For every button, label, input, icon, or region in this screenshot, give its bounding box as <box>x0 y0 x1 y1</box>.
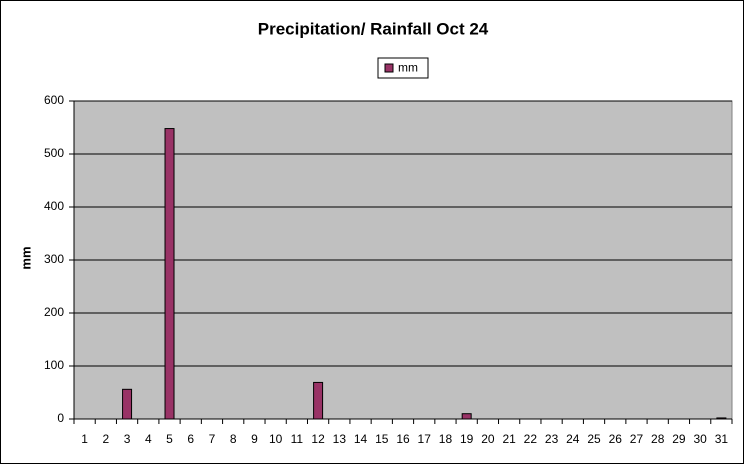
y-tick-label: 400 <box>44 199 64 213</box>
y-tick-label: 300 <box>44 252 64 266</box>
x-tick-label: 2 <box>102 432 109 446</box>
x-tick-label: 24 <box>566 432 580 446</box>
chart-title: Precipitation/ Rainfall Oct 24 <box>258 19 489 38</box>
legend-label: mm <box>398 61 418 75</box>
x-tick-label: 23 <box>545 432 559 446</box>
x-tick-label: 26 <box>609 432 623 446</box>
x-tick-label: 6 <box>187 432 194 446</box>
x-tick-label: 19 <box>460 432 474 446</box>
x-tick-label: 22 <box>524 432 538 446</box>
x-tick-label: 14 <box>354 432 368 446</box>
x-tick-label: 10 <box>269 432 283 446</box>
x-tick-label: 4 <box>145 432 152 446</box>
x-tick-label: 16 <box>396 432 410 446</box>
x-tick-label: 5 <box>166 432 173 446</box>
x-tick-label: 12 <box>311 432 325 446</box>
legend-swatch <box>384 63 394 73</box>
x-tick-label: 30 <box>693 432 707 446</box>
x-tick-label: 3 <box>124 432 131 446</box>
bar <box>313 381 324 420</box>
x-tick-label: 27 <box>630 432 644 446</box>
x-tick-label: 15 <box>375 432 389 446</box>
x-tick-label: 20 <box>481 432 495 446</box>
x-tick-label: 17 <box>418 432 432 446</box>
y-tick-label: 0 <box>57 411 64 425</box>
bar <box>716 417 727 420</box>
bar <box>461 413 472 420</box>
x-tick-label: 18 <box>439 432 453 446</box>
x-tick-label: 7 <box>209 432 216 446</box>
y-tick-label: 200 <box>44 305 64 319</box>
bar <box>122 388 133 420</box>
x-tick-label: 11 <box>291 432 304 446</box>
x-tick-label: 31 <box>715 432 729 446</box>
x-tick-label: 13 <box>333 432 347 446</box>
y-tick-label: 600 <box>44 93 64 107</box>
x-tick-label: 28 <box>651 432 665 446</box>
x-tick-label: 9 <box>251 432 258 446</box>
x-tick-label: 25 <box>587 432 601 446</box>
y-tick-label: 500 <box>44 146 64 160</box>
bar <box>164 128 175 420</box>
x-tick-label: 1 <box>81 432 88 446</box>
legend-box <box>377 57 429 79</box>
x-tick-label: 8 <box>230 432 237 446</box>
y-tick-label: 100 <box>44 358 64 372</box>
x-tick-label: 21 <box>502 432 516 446</box>
x-tick-label: 29 <box>672 432 686 446</box>
y-axis-label: mm <box>18 246 33 269</box>
